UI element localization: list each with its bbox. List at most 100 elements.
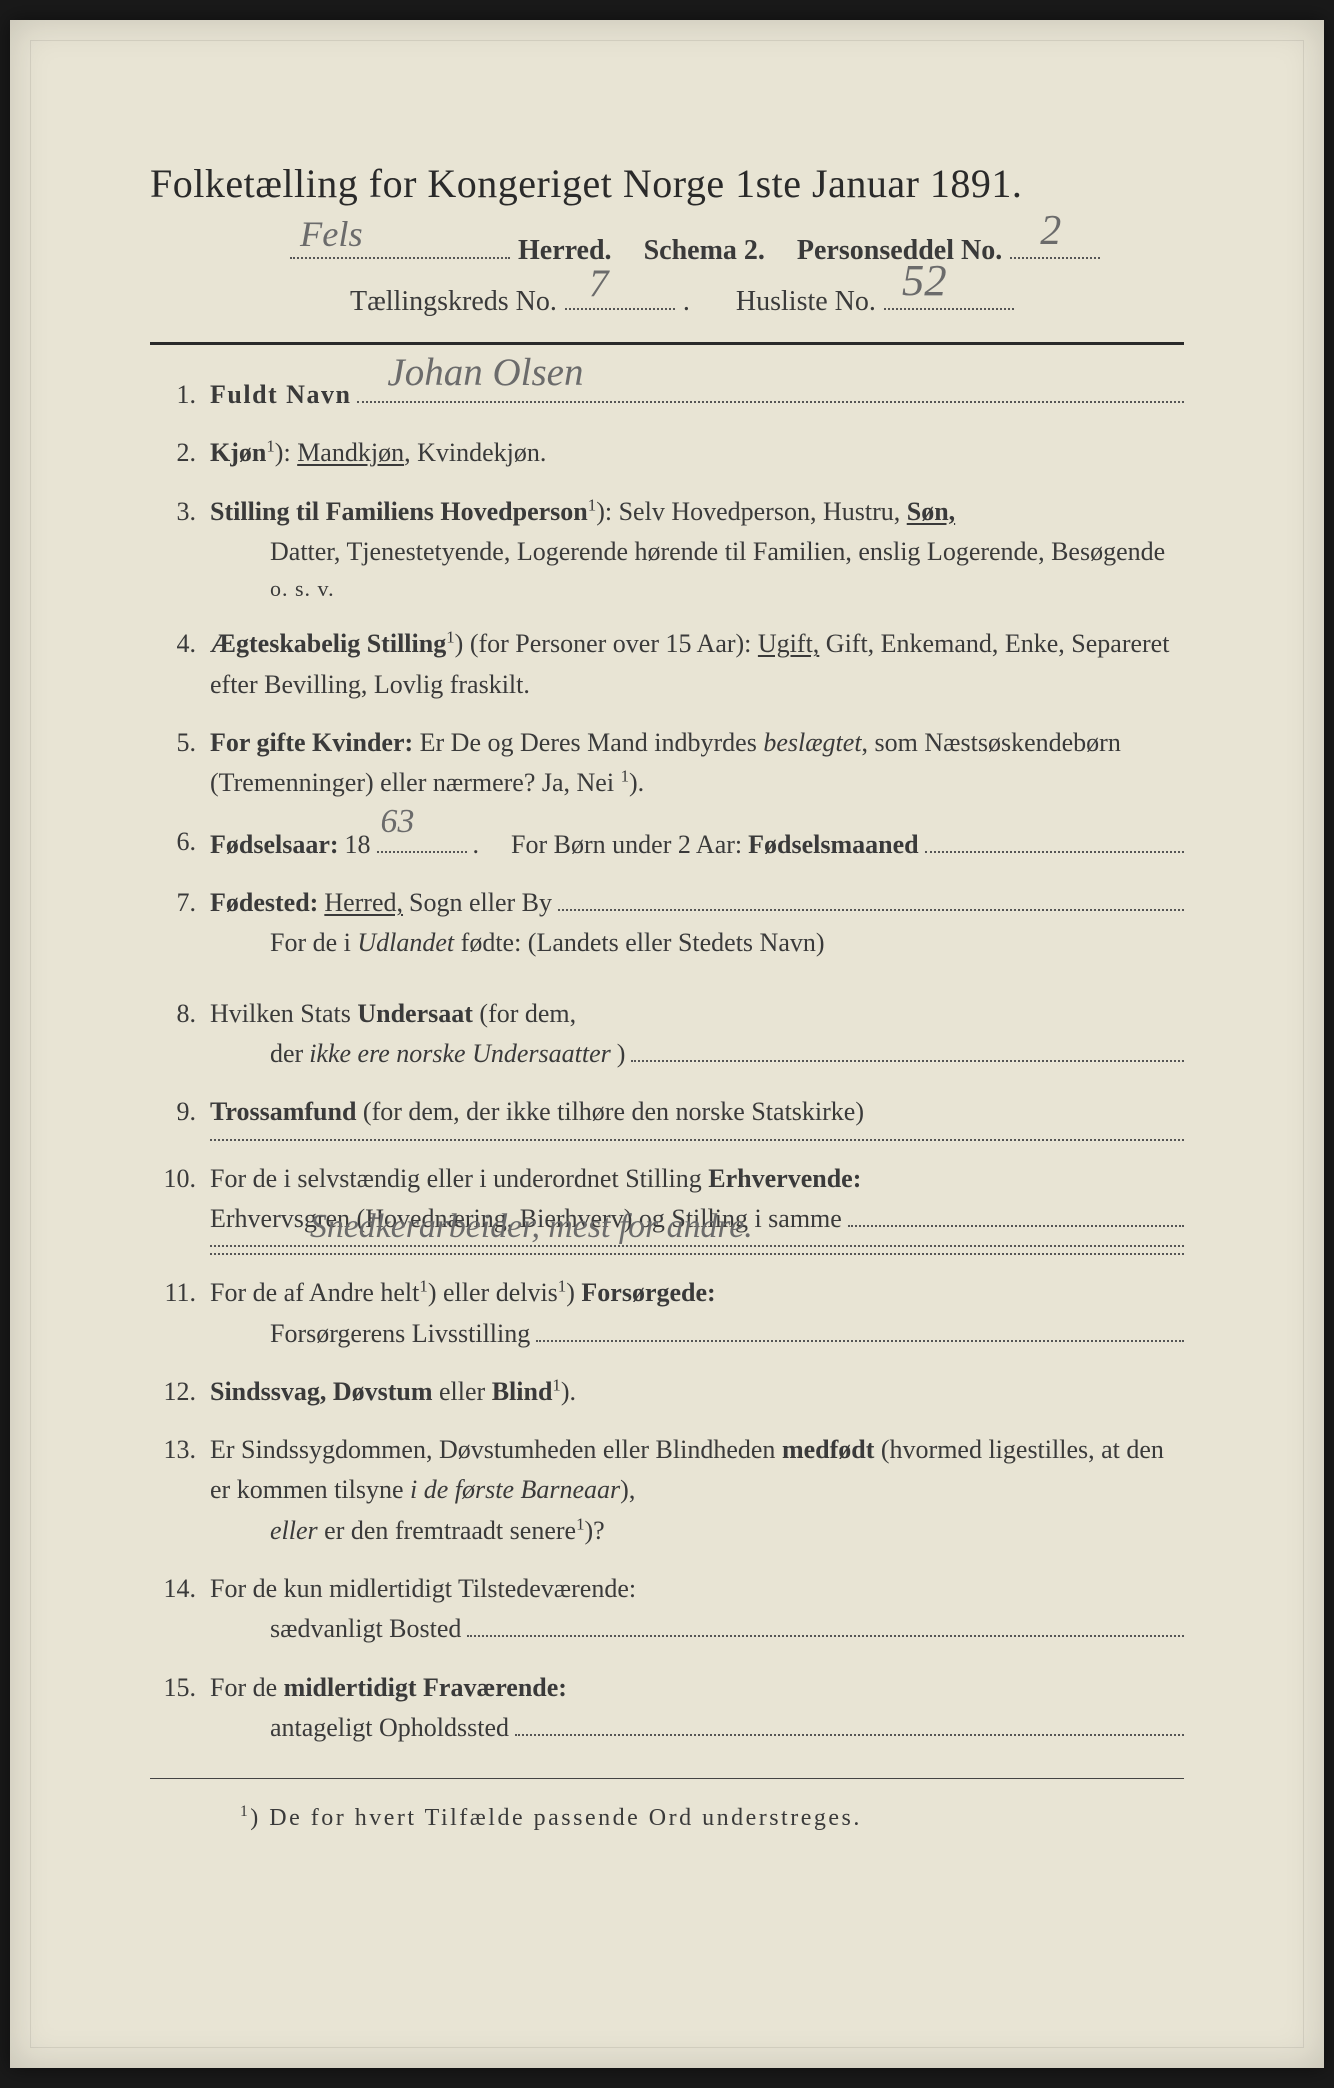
q15: For de midlertidigt Fraværende: antageli…	[150, 1668, 1184, 1749]
q15-bold: midlertidigt Fraværende:	[284, 1673, 567, 1702]
q8-field	[631, 1036, 1184, 1062]
kreds-label: Tællingskreds No.	[350, 286, 557, 318]
divider-top	[150, 342, 1184, 345]
q10-handwriting: Snedkerarbeider, mest for andre.	[310, 1201, 753, 1253]
q5-text1: Er De og Deres Mand indbyrdes	[420, 728, 764, 757]
q15-sub: antageligt Opholdssted	[270, 1708, 509, 1748]
q6-prefix: 18	[345, 825, 371, 865]
q8-t1: Hvilken Stats	[210, 999, 357, 1028]
q8-sub: der	[270, 1034, 303, 1074]
form-inner: Folketælling for Kongeriget Norge 1ste J…	[60, 80, 1274, 1872]
q7-selected: Herred,	[324, 883, 403, 923]
q11-subline: Forsørgerens Livsstilling	[210, 1314, 1184, 1354]
q7-rest: Sogn eller By	[409, 883, 552, 923]
q12-b2: Blind	[492, 1377, 553, 1406]
q10-field-3: Snedkerarbeider, mest for andre.	[210, 1253, 1184, 1255]
q13-bold: medfødt	[782, 1435, 874, 1464]
q11-t1c: )	[566, 1278, 581, 1307]
q1-label: Fuldt Navn	[210, 375, 351, 415]
q11-bold: Forsørgede:	[581, 1278, 715, 1307]
census-form-page: Folketælling for Kongeriget Norge 1ste J…	[10, 20, 1324, 2068]
q7-sub2: fødte: (Landets eller Stedets Navn)	[454, 928, 824, 957]
q14-sub: sædvanligt Bosted	[270, 1609, 461, 1649]
q8: Hvilken Stats Undersaat (for dem, der ik…	[150, 994, 1184, 1075]
q8-t2: (for dem,	[473, 999, 576, 1028]
q4-label: Ægteskabelig Stilling	[210, 629, 446, 658]
q13-l3a: eller	[270, 1516, 318, 1545]
q10-bold: Erhvervende:	[708, 1164, 861, 1193]
q13-line3: eller er den fremtraadt senere1)?	[210, 1511, 1184, 1551]
q7-ital: Udlandet	[357, 928, 454, 957]
q3-opts-2: Datter, Tjenestetyende, Logerende hørend…	[210, 532, 1184, 572]
husliste-field: 52	[884, 277, 1014, 311]
q14-text: For de kun midlertidigt Tilstedeværende:	[210, 1574, 636, 1603]
q13: Er Sindssygdommen, Døvstumheden eller Bl…	[150, 1430, 1184, 1551]
q6-year-field: 63	[377, 822, 467, 853]
herred-field: Fels	[290, 225, 510, 259]
q12: Sindssvag, Døvstum eller Blind1).	[150, 1372, 1184, 1412]
q14: For de kun midlertidigt Tilstedeværende:…	[150, 1569, 1184, 1650]
q11-sub: Forsørgerens Livsstilling	[270, 1314, 530, 1354]
q4-selected: Ugift,	[758, 629, 819, 658]
q3-opts-1: Selv Hovedperson, Hustru,	[619, 497, 907, 526]
q1-handwriting: Johan Olsen	[387, 343, 583, 403]
q12-close: ).	[561, 1377, 576, 1406]
q7-subline: For de i Udlandet fødte: (Landets eller …	[210, 923, 1184, 963]
q9: Trossamfund (for dem, der ikke tilhøre d…	[150, 1092, 1184, 1140]
q15-subline: antageligt Opholdssted	[210, 1708, 1184, 1748]
q14-subline: sædvanligt Bosted	[210, 1609, 1184, 1649]
q7-field	[558, 885, 1184, 911]
q11-sup-2: 1	[558, 1277, 566, 1296]
q11-field	[536, 1316, 1184, 1342]
q3-osv: o. s. v.	[210, 572, 1184, 606]
kreds-handwriting: 7	[589, 261, 609, 306]
q5-close: ).	[629, 768, 644, 797]
field-list: Fuldt Navn Johan Olsen Kjøn1): Mandkjøn,…	[150, 375, 1184, 1748]
q3-selected: Søn,	[907, 497, 955, 526]
q13-ital: i de første Barneaar	[410, 1475, 620, 1504]
q5-sup: 1	[621, 767, 629, 786]
q11: For de af Andre helt1) eller delvis1) Fo…	[150, 1273, 1184, 1354]
q1-field: Johan Olsen	[357, 377, 1184, 403]
q14-field	[467, 1611, 1184, 1637]
q13-close: )?	[585, 1516, 605, 1545]
q12-sup: 1	[552, 1375, 560, 1394]
q7: Fødested: Herred, Sogn eller By For de i…	[150, 883, 1184, 964]
q15-field	[515, 1710, 1184, 1736]
q15-t1: For de	[210, 1673, 284, 1702]
personseddel-field: 2	[1010, 225, 1100, 259]
q1: Fuldt Navn Johan Olsen	[150, 375, 1184, 415]
q10: For de i selvstændig eller i underordnet…	[150, 1159, 1184, 1256]
kreds-field: 7	[565, 277, 675, 311]
q6-label2: For Børn under 2 Aar:	[511, 825, 742, 865]
q3-sup: 1	[588, 495, 596, 514]
q7-sub: For de i	[270, 928, 357, 957]
q5-ital: beslægtet	[763, 728, 861, 757]
divider-bottom	[150, 1778, 1184, 1779]
q3: Stilling til Familiens Hovedperson1): Se…	[150, 492, 1184, 607]
personseddel-handwriting: 2	[1040, 207, 1061, 255]
q8-subline: der ikke ere norske Undersaatter)	[210, 1034, 1184, 1074]
q5: For gifte Kvinder: Er De og Deres Mand i…	[150, 723, 1184, 804]
header-row-2: Tællingskreds No. 7 . Husliste No. 52	[150, 277, 1184, 319]
q6-label: Fødselsaar:	[210, 825, 339, 865]
personseddel-label: Personseddel No.	[797, 235, 1002, 267]
q2-selected: Mandkjøn	[297, 438, 404, 467]
q8-ital: ikke ere norske Undersaatter	[309, 1034, 611, 1074]
q6-year-hw: 63	[381, 796, 415, 848]
q4: Ægteskabelig Stilling1) (for Personer ov…	[150, 624, 1184, 705]
q2-sup: 1	[266, 437, 274, 456]
q9-text: (for dem, der ikke tilhøre den norske St…	[356, 1097, 864, 1126]
q12-t: eller	[433, 1377, 492, 1406]
q11-t1b: ) eller delvis	[428, 1278, 558, 1307]
q11-sup-1: 1	[419, 1277, 427, 1296]
q10-t1: For de i selvstændig eller i underordnet…	[210, 1164, 708, 1193]
page-title: Folketælling for Kongeriget Norge 1ste J…	[150, 160, 1184, 207]
header-row-1: Fels Herred. Schema 2. Personseddel No. …	[150, 225, 1184, 267]
q8-close: )	[617, 1034, 626, 1074]
q8-bold: Undersaat	[357, 999, 473, 1028]
footnote-text: ) De for hvert Tilfælde passende Ord und…	[250, 1805, 862, 1831]
q9-bold: Trossamfund	[210, 1097, 356, 1126]
husliste-handwriting: 52	[902, 254, 947, 306]
q3-label: Stilling til Familiens Hovedperson	[210, 497, 588, 526]
